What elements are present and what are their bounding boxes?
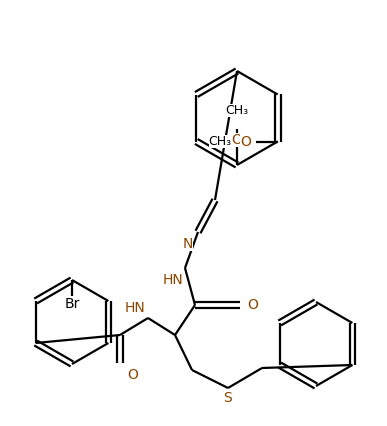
- Text: N: N: [183, 237, 193, 251]
- Text: CH₃: CH₃: [226, 104, 248, 116]
- Text: Br: Br: [64, 297, 80, 311]
- Text: S: S: [224, 391, 232, 405]
- Text: O: O: [247, 298, 258, 312]
- Text: HN: HN: [124, 301, 145, 315]
- Text: O: O: [231, 133, 242, 147]
- Text: CH₃: CH₃: [209, 135, 232, 148]
- Text: O: O: [240, 135, 251, 149]
- Text: O: O: [127, 368, 138, 382]
- Text: HN: HN: [162, 273, 183, 287]
